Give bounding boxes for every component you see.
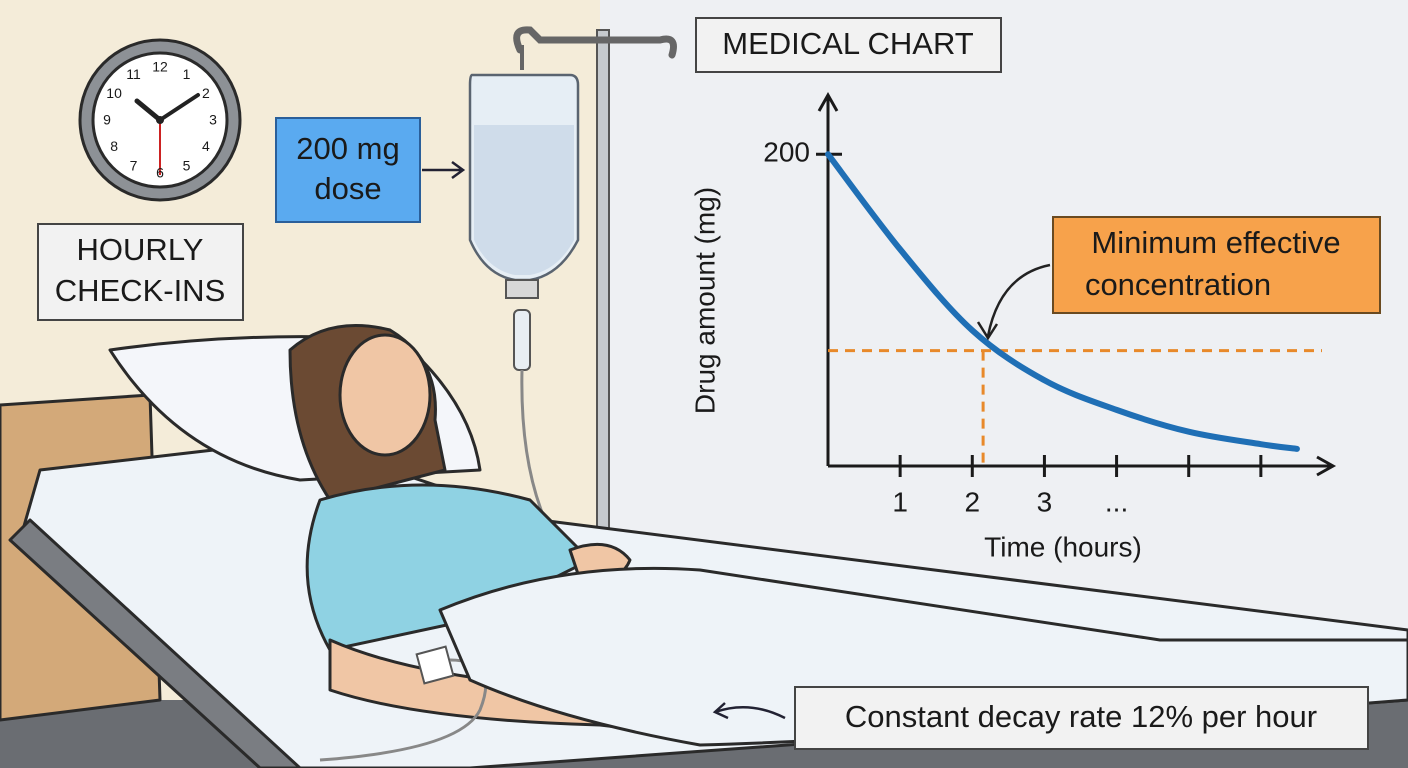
axis — [817, 91, 1337, 477]
clock-number: 8 — [110, 138, 118, 154]
x-tick-label: 3 — [1037, 486, 1053, 517]
x-axis-label: Time (hours) — [984, 531, 1142, 562]
hourly-box — [37, 223, 244, 321]
dose-label: 200 mg — [296, 131, 399, 166]
clock-number: 2 — [202, 85, 210, 101]
decay-arrow — [712, 702, 786, 720]
chart: 1 2 3 ... 200 Time (hours) Drug amount (mg) Min… — [689, 91, 1381, 562]
x-tick-label: ... — [1105, 486, 1128, 517]
clock-number: 12 — [152, 59, 168, 75]
chart-title: MEDICAL CHART — [722, 26, 974, 61]
clock-number: 3 — [209, 112, 217, 128]
decay-box — [794, 686, 1369, 750]
clock-number: 7 — [130, 158, 138, 174]
annotation-label: Minimum effective — [1091, 225, 1340, 260]
annotation-arrow — [976, 263, 1051, 341]
clock-number: 10 — [106, 85, 122, 101]
clock-number: 11 — [126, 66, 141, 82]
clock-number: 1 — [183, 66, 191, 82]
hourly-label: CHECK-INS — [55, 273, 226, 308]
annotation-box — [1052, 216, 1381, 314]
iv-bag — [468, 73, 580, 521]
bed-frame — [8, 518, 302, 768]
iv-pole — [513, 26, 677, 591]
decay-label: Constant decay rate 12% per hour — [845, 699, 1317, 734]
dose-box — [275, 117, 421, 223]
dose-arrow — [422, 160, 466, 180]
clock-number: 4 — [202, 138, 210, 154]
y-tick-label: 200 — [763, 137, 810, 168]
annotation-label: concentration — [1085, 267, 1271, 302]
clock-number: 9 — [103, 112, 111, 128]
chart-title-box — [695, 17, 1002, 73]
x-tick-label: 2 — [964, 486, 980, 517]
x-tick-label: 1 — [892, 486, 908, 517]
y-axis-label: Drug amount (mg) — [689, 187, 720, 414]
hourly-label: HOURLY — [77, 232, 204, 267]
decay-curve — [825, 151, 1300, 452]
clock-number: 5 — [183, 158, 191, 174]
dose-label: dose — [314, 171, 381, 206]
clock-number: 6 — [156, 165, 164, 181]
